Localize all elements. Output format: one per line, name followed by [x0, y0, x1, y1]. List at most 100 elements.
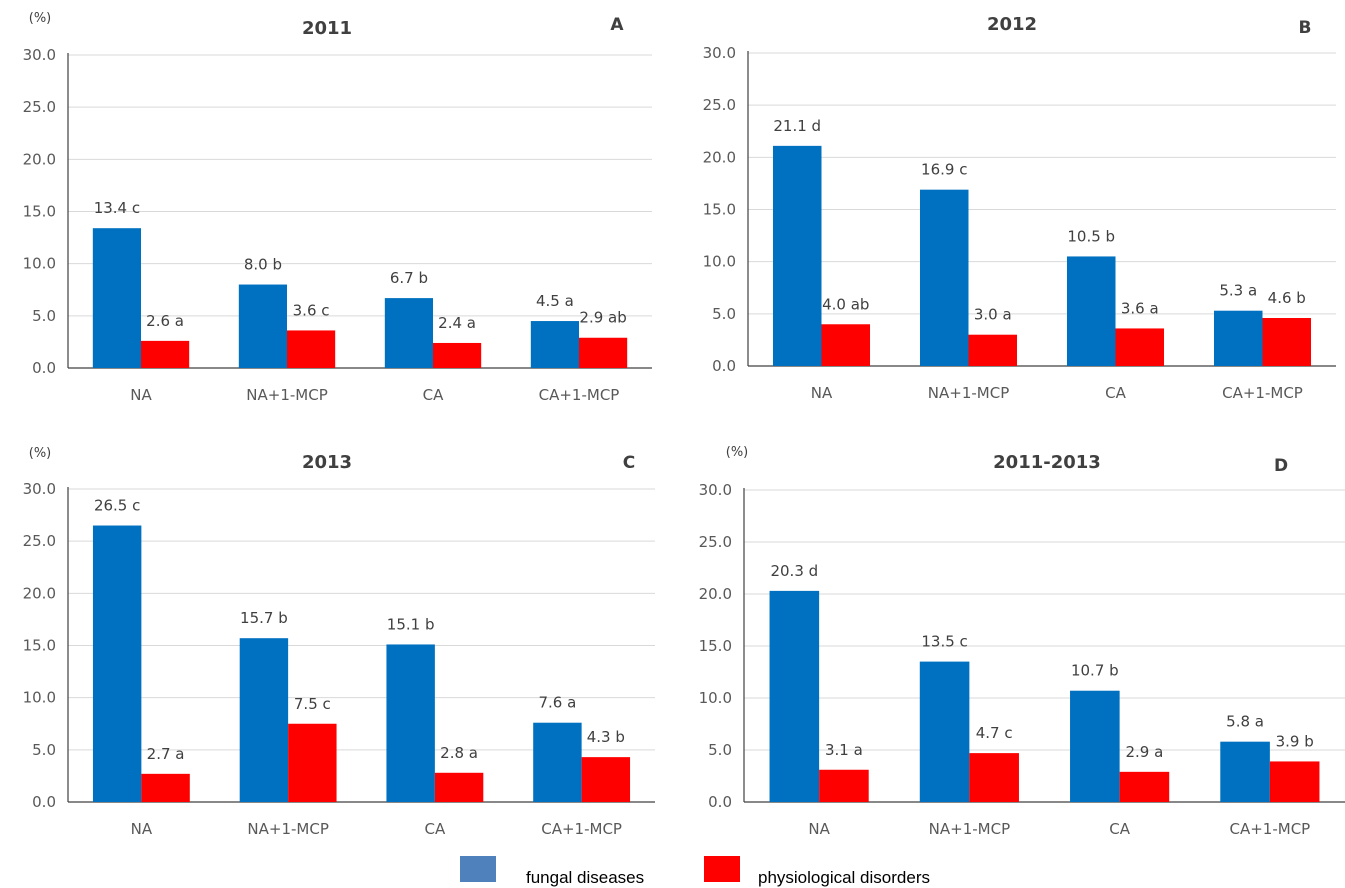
data-label: 5.3 a [1219, 282, 1257, 300]
y-tick-label: 5.0 [32, 741, 56, 759]
y-tick-label: 0.0 [32, 359, 56, 377]
category-label: CA [1109, 820, 1130, 838]
chart-panel-a: 0.0 5.0 10.0 15.0 20.0 25.0 30.0 13.4 c 2.6 a NA 8… [23, 11, 652, 404]
data-label: 21.1 d [773, 117, 821, 135]
physiological-bar [821, 324, 871, 366]
category-label: NA+1-MCP [928, 384, 1009, 402]
y-unit-label: (%) [726, 445, 749, 460]
y-tick-label: 5.0 [708, 741, 732, 759]
legend-swatch-physiological [704, 856, 740, 882]
category-label: CA+1-MCP [1230, 820, 1311, 838]
data-label: 5.8 a [1226, 713, 1264, 731]
category-label: CA+1-MCP [1222, 384, 1303, 402]
data-label: 2.9 a [1126, 743, 1164, 761]
data-label: 4.0 ab [822, 295, 869, 313]
physiological-bar [968, 334, 1018, 366]
data-label: 20.3 d [770, 562, 818, 580]
y-tick-label: 30.0 [23, 480, 56, 498]
data-label: 4.7 c [976, 724, 1013, 742]
category-label: CA [423, 386, 444, 404]
panel-letter: A [610, 15, 624, 35]
data-label: 8.0 b [244, 256, 282, 274]
fungal-bar [919, 661, 970, 802]
category-label: NA [811, 384, 833, 402]
physiological-bar [141, 773, 190, 802]
chart-panel-d: 0.0 5.0 10.0 15.0 20.0 25.0 30.0 20.3 d 3.1 a NA 1… [699, 445, 1345, 838]
fungal-bar [772, 145, 822, 366]
data-label: 6.7 b [390, 269, 428, 287]
data-label: 7.5 c [294, 695, 331, 713]
y-tick-label: 25.0 [23, 98, 56, 116]
data-label: 3.6 c [293, 301, 330, 319]
y-tick-label: 10.0 [703, 253, 736, 271]
category-label: CA [1105, 384, 1126, 402]
panel-letter: B [1299, 18, 1312, 38]
chart-title: 2012 [987, 14, 1037, 35]
chart-title: 2013 [302, 452, 352, 473]
data-label: 10.5 b [1067, 227, 1115, 245]
physiological-bar [819, 769, 869, 802]
physiological-bar [581, 757, 631, 802]
data-label: 3.9 b [1276, 732, 1314, 750]
y-unit-label: (%) [29, 11, 52, 26]
data-label: 26.5 c [94, 497, 140, 515]
data-label: 4.5 a [536, 292, 574, 310]
y-tick-label: 5.0 [32, 307, 56, 325]
y-tick-label: 20.0 [699, 585, 732, 603]
data-label: 2.6 a [146, 312, 184, 330]
data-label: 2.9 ab [579, 309, 626, 327]
fungal-bar [386, 644, 435, 802]
y-tick-label: 5.0 [712, 305, 736, 323]
y-tick-label: 10.0 [23, 255, 56, 273]
y-tick-label: 25.0 [699, 533, 732, 551]
y-tick-label: 20.0 [23, 150, 56, 168]
fungal-bar [1213, 310, 1263, 366]
physiological-bar [287, 330, 336, 368]
y-tick-label: 30.0 [23, 46, 56, 64]
physiological-bar [1119, 771, 1170, 802]
panel-letter: C [623, 453, 635, 473]
legend: fungal diseases physiological disorders [460, 856, 930, 887]
data-label: 2.7 a [147, 745, 185, 763]
y-tick-label: 10.0 [23, 689, 56, 707]
y-tick-label: 30.0 [703, 44, 736, 62]
category-label: CA+1-MCP [539, 386, 620, 404]
chart-title: 2011 [302, 18, 352, 39]
category-label: CA+1-MCP [541, 820, 622, 838]
y-tick-label: 25.0 [703, 96, 736, 114]
physiological-bar [288, 723, 337, 802]
fungal-bar [769, 590, 820, 802]
chart-panel-b: 0.0 5.0 10.0 15.0 20.0 25.0 30.0 21.1 d 4.0 ab NA… [703, 14, 1336, 402]
y-tick-label: 15.0 [703, 201, 736, 219]
legend-label-fungal: fungal diseases [526, 868, 644, 887]
y-tick-label: 0.0 [712, 357, 736, 375]
physiological-bar [141, 340, 190, 368]
fungal-bar [238, 284, 287, 368]
fungal-bar [92, 228, 141, 368]
physiological-bar [969, 753, 1019, 802]
fungal-bar [92, 525, 142, 802]
data-label: 15.7 b [240, 609, 288, 627]
fungal-bar [530, 321, 579, 368]
data-label: 10.7 b [1071, 662, 1119, 680]
y-tick-label: 15.0 [23, 637, 56, 655]
fungal-bar [384, 298, 433, 368]
data-label: 3.6 a [1121, 299, 1159, 317]
data-label: 13.5 c [921, 633, 967, 651]
data-label: 15.1 b [387, 615, 435, 633]
category-label: NA [808, 820, 830, 838]
data-label: 16.9 c [921, 161, 967, 179]
chart-title: 2011-2013 [993, 452, 1101, 473]
fungal-bar [239, 638, 289, 802]
physiological-bar [1262, 318, 1312, 366]
fungal-bar [1220, 741, 1270, 802]
data-label: 2.8 a [440, 744, 478, 762]
y-tick-label: 20.0 [703, 148, 736, 166]
physiological-bar [1115, 328, 1165, 366]
y-tick-label: 0.0 [708, 793, 732, 811]
fungal-bar [919, 189, 969, 366]
chart-panel-c: 0.0 5.0 10.0 15.0 20.0 25.0 30.0 26.5 c 2.7 a NA 1… [23, 446, 655, 838]
data-label: 13.4 c [94, 199, 140, 217]
physiological-bar [433, 342, 482, 368]
